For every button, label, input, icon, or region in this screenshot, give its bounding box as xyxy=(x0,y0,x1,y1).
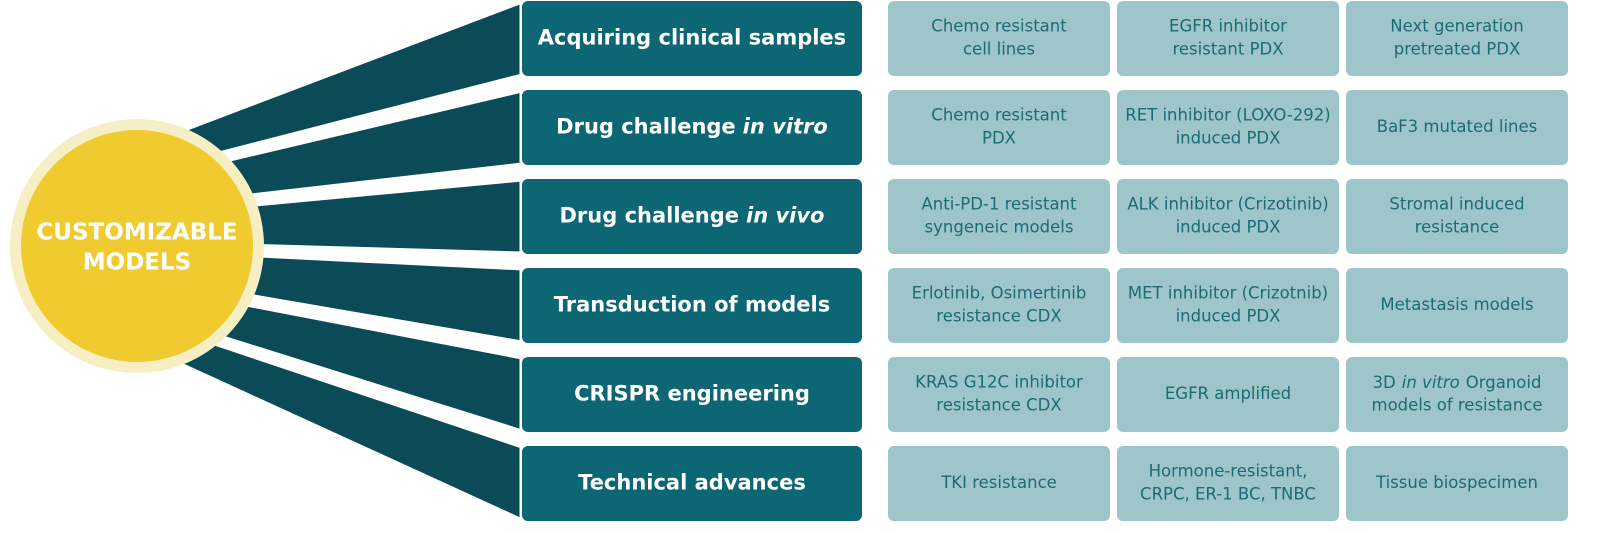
cell-text: MET inhibitor (Crizotnib) xyxy=(1128,284,1328,303)
category-box xyxy=(522,1,862,76)
text-part: Drug challenge xyxy=(556,115,736,139)
cell-box xyxy=(888,179,1110,254)
cell-box xyxy=(1346,446,1568,521)
cell-text: EGFR inhibitor xyxy=(1169,17,1287,36)
cell-text: models of resistance xyxy=(1372,396,1543,415)
cell-text: Metastasis models xyxy=(1380,295,1533,314)
category-label: Drug challenge in vivo xyxy=(560,204,825,228)
cell-text: Chemo resistant xyxy=(931,106,1067,125)
category-box xyxy=(522,446,862,521)
cell-box xyxy=(1117,90,1339,165)
cell-box xyxy=(1117,179,1339,254)
cell-text: pretreated PDX xyxy=(1394,40,1521,59)
cell-box xyxy=(1346,1,1568,76)
cell-text: induced PDX xyxy=(1176,218,1281,237)
cell-box xyxy=(888,357,1110,432)
text-part: CRISPR engineering xyxy=(574,382,810,406)
category-label: Technical advances xyxy=(578,471,806,495)
cell-text: resistance CDX xyxy=(936,307,1061,326)
cell-text: induced PDX xyxy=(1176,307,1281,326)
text-part: in vivo xyxy=(746,204,824,228)
category-box xyxy=(522,90,862,165)
text-part: Acquiring clinical samples xyxy=(538,26,846,50)
center-line: MODELS xyxy=(83,250,191,276)
cell-text: BaF3 mutated lines xyxy=(1377,117,1538,136)
center-circle xyxy=(21,130,253,362)
cell-text: Stromal induced xyxy=(1389,195,1524,214)
cell-box xyxy=(1346,179,1568,254)
category-label: Acquiring clinical samples xyxy=(538,26,846,50)
cell-text: ALK inhibitor (Crizotinib) xyxy=(1127,195,1328,214)
cell-box xyxy=(1346,268,1568,343)
cell-text: Hormone-resistant, xyxy=(1149,462,1308,481)
text-part: 3D xyxy=(1373,373,1396,392)
cell-text: KRAS G12C inhibitor xyxy=(915,373,1083,392)
text-part: Organoid xyxy=(1466,373,1542,392)
category-label: Transduction of models xyxy=(554,293,831,317)
cell-box xyxy=(888,90,1110,165)
cell-text: induced PDX xyxy=(1176,129,1281,148)
cell-box xyxy=(888,268,1110,343)
cell-text: RET inhibitor (LOXO-292) xyxy=(1125,106,1331,125)
cell-text: Tissue biospecimen xyxy=(1375,473,1538,492)
cell-text: Anti-PD-1 resistant xyxy=(922,195,1077,214)
cell-text: TKI resistance xyxy=(940,473,1057,492)
cell-text: resistance xyxy=(1415,218,1500,237)
cell-text: Chemo resistant xyxy=(931,17,1067,36)
cell-text: PDX xyxy=(982,129,1016,148)
text-part: Drug challenge xyxy=(560,204,740,228)
category-box xyxy=(522,268,862,343)
cell-text: cell lines xyxy=(963,40,1035,59)
cell-box xyxy=(888,446,1110,521)
text-part: in vitro xyxy=(1402,373,1460,392)
category-label: CRISPR engineering xyxy=(574,382,810,406)
cell-box xyxy=(1346,90,1568,165)
cell-text: syngeneic models xyxy=(925,218,1074,237)
text-part: in vitro xyxy=(743,115,828,139)
cell-text: Next generation xyxy=(1390,17,1523,36)
cell-box xyxy=(1117,357,1339,432)
text-part: Technical advances xyxy=(578,471,806,495)
center-line: CUSTOMIZABLE xyxy=(36,220,237,246)
cell-text: EGFR amplified xyxy=(1165,384,1291,403)
cell-box xyxy=(1117,268,1339,343)
category-box xyxy=(522,357,862,432)
cell-text: 3D in vitro Organoid xyxy=(1373,373,1542,392)
cell-text: resistance CDX xyxy=(936,396,1061,415)
cell-text: Erlotinib, Osimertinib xyxy=(912,284,1087,303)
text-part: Transduction of models xyxy=(554,293,831,317)
cell-box xyxy=(888,1,1110,76)
category-box xyxy=(522,179,862,254)
cell-box xyxy=(1346,357,1568,432)
cell-text: CRPC, ER-1 BC, TNBC xyxy=(1140,485,1316,504)
category-label: Drug challenge in vitro xyxy=(556,115,828,139)
cell-box xyxy=(1117,1,1339,76)
cell-text: resistant PDX xyxy=(1172,40,1283,59)
cell-box xyxy=(1117,446,1339,521)
